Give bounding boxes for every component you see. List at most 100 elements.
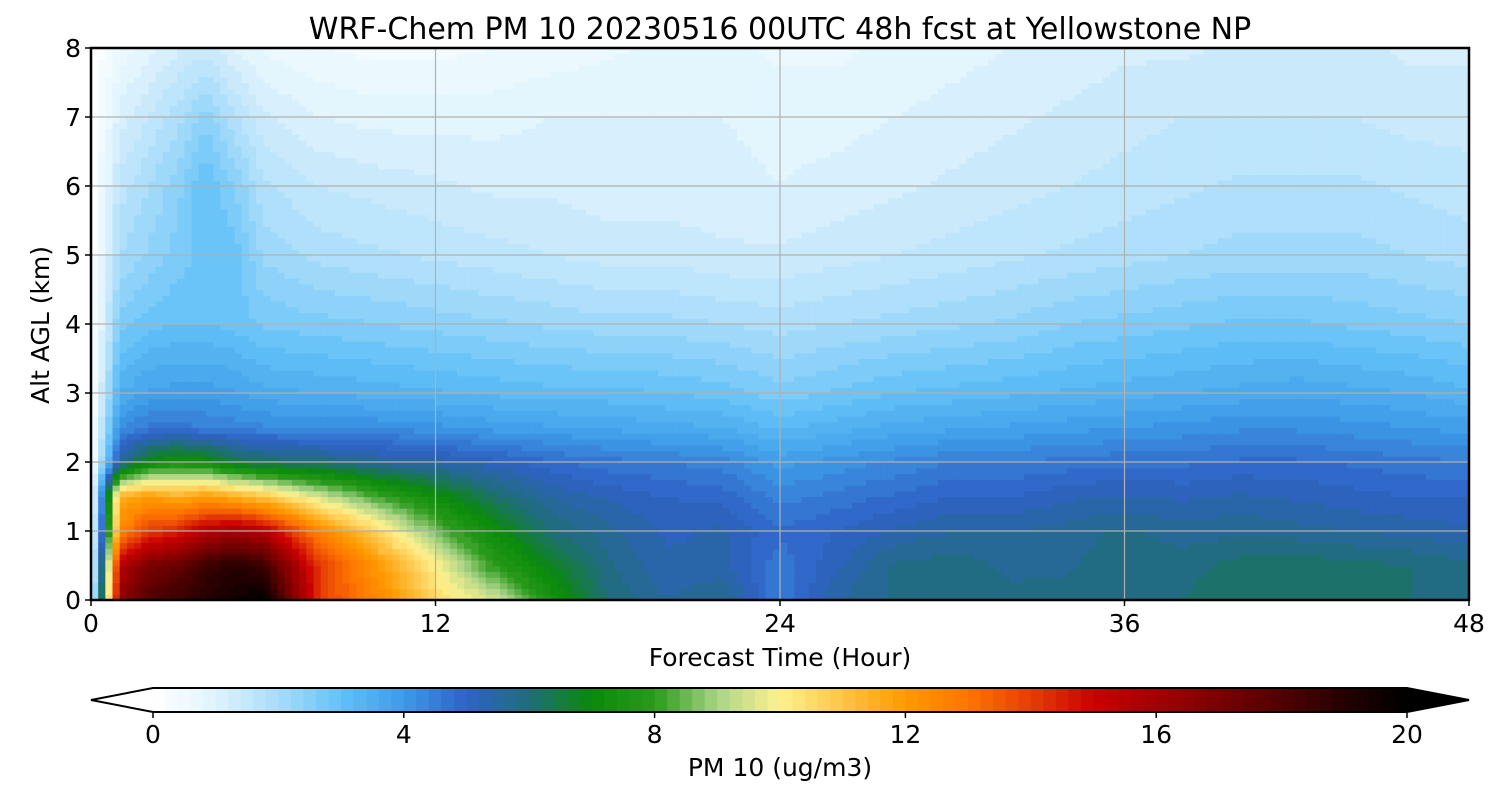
heatmap-cell — [442, 341, 451, 348]
heatmap-cell — [155, 255, 164, 262]
heatmap-cell — [191, 168, 200, 176]
heatmap-cell — [270, 554, 279, 561]
heatmap-cell — [148, 479, 157, 486]
heatmap-cell — [184, 157, 193, 164]
heatmap-cell — [148, 76, 157, 84]
heatmap-cell — [277, 324, 286, 331]
heatmap-cell — [234, 375, 243, 383]
heatmap-cell — [335, 53, 343, 61]
heatmap-cell — [313, 134, 322, 141]
heatmap-cell — [213, 174, 221, 181]
heatmap-cell — [291, 473, 300, 480]
heatmap-cell — [277, 191, 286, 199]
heatmap-cell — [169, 462, 178, 469]
heatmap-cell — [134, 65, 142, 72]
heatmap-cell — [421, 180, 429, 187]
heatmap-cell — [134, 381, 142, 388]
heatmap-cell — [363, 122, 372, 130]
heatmap-cell — [191, 71, 200, 78]
heatmap-cell — [421, 220, 429, 227]
heatmap-cell — [134, 134, 142, 141]
heatmap-cell — [91, 536, 99, 544]
heatmap-cell — [220, 260, 228, 268]
heatmap-cell — [421, 168, 429, 176]
heatmap-cell — [406, 168, 415, 176]
heatmap-cell — [277, 306, 286, 314]
heatmap-cell — [98, 352, 106, 360]
heatmap-cell — [191, 352, 200, 360]
heatmap-cell — [148, 375, 157, 383]
heatmap-cell — [378, 209, 386, 216]
heatmap-cell — [313, 433, 322, 440]
heatmap-cell — [413, 255, 422, 262]
heatmap-cell — [392, 312, 401, 319]
heatmap-cell — [184, 548, 193, 555]
heatmap-cell — [399, 134, 408, 141]
heatmap-cell — [220, 232, 228, 239]
heatmap-cell — [112, 490, 121, 498]
heatmap-cell — [263, 364, 272, 371]
heatmap-cell — [177, 508, 185, 515]
heatmap-cell — [370, 145, 379, 153]
heatmap-cell — [241, 364, 250, 371]
heatmap-cell — [399, 467, 408, 475]
heatmap-cell — [327, 554, 336, 561]
heatmap-cell — [299, 577, 307, 584]
heatmap-cell — [248, 577, 257, 584]
heatmap-cell — [162, 232, 171, 239]
heatmap-cell — [385, 122, 394, 130]
heatmap-cell — [134, 496, 142, 503]
heatmap-cell — [227, 559, 236, 567]
heatmap-cell — [155, 140, 164, 147]
heatmap-cell — [91, 485, 99, 492]
heatmap-cell — [342, 519, 350, 526]
heatmap-cell — [406, 318, 415, 325]
heatmap-cell — [263, 203, 272, 210]
heatmap-cell — [299, 582, 307, 590]
heatmap-cell — [91, 375, 99, 383]
heatmap-cell — [256, 99, 264, 107]
heatmap-cell — [320, 439, 329, 446]
heatmap-cell — [413, 496, 422, 503]
heatmap-cell — [435, 53, 444, 61]
heatmap-cell — [141, 565, 150, 572]
heatmap-cell — [148, 433, 157, 440]
heatmap-cell — [126, 117, 135, 124]
heatmap-cell — [263, 335, 272, 342]
heatmap-cell — [162, 479, 171, 486]
heatmap-cell — [421, 99, 429, 107]
heatmap-cell — [363, 496, 372, 503]
heatmap-cell — [392, 174, 401, 181]
heatmap-cell — [162, 197, 171, 204]
heatmap-cell — [291, 404, 300, 411]
heatmap-cell — [457, 582, 465, 590]
heatmap-cell — [248, 117, 257, 124]
heatmap-cell — [320, 364, 329, 371]
heatmap-cell — [263, 82, 272, 89]
heatmap-cell — [213, 111, 221, 118]
heatmap-cell — [406, 554, 415, 561]
heatmap-cell — [134, 439, 142, 446]
heatmap-cell — [112, 456, 121, 463]
heatmap-cell — [320, 94, 329, 101]
heatmap-cell — [220, 117, 228, 124]
heatmap-cell — [363, 513, 372, 521]
heatmap-cell — [184, 421, 193, 429]
heatmap-cell — [248, 410, 257, 417]
heatmap-cell — [126, 76, 135, 84]
heatmap-cell — [162, 508, 171, 515]
heatmap-cell — [299, 249, 307, 256]
heatmap-cell — [449, 140, 458, 147]
heatmap-cell — [392, 255, 401, 262]
heatmap-cell — [270, 220, 279, 227]
heatmap-cell — [119, 427, 128, 434]
heatmap-cell — [155, 594, 164, 601]
heatmap-cell — [270, 266, 279, 273]
heatmap-cell — [205, 335, 214, 342]
heatmap-cell — [177, 341, 185, 348]
heatmap-cell — [442, 71, 451, 78]
heatmap-cell — [191, 186, 200, 193]
heatmap-cell — [198, 393, 207, 400]
heatmap-cell — [421, 513, 429, 521]
heatmap-cell — [370, 559, 379, 567]
